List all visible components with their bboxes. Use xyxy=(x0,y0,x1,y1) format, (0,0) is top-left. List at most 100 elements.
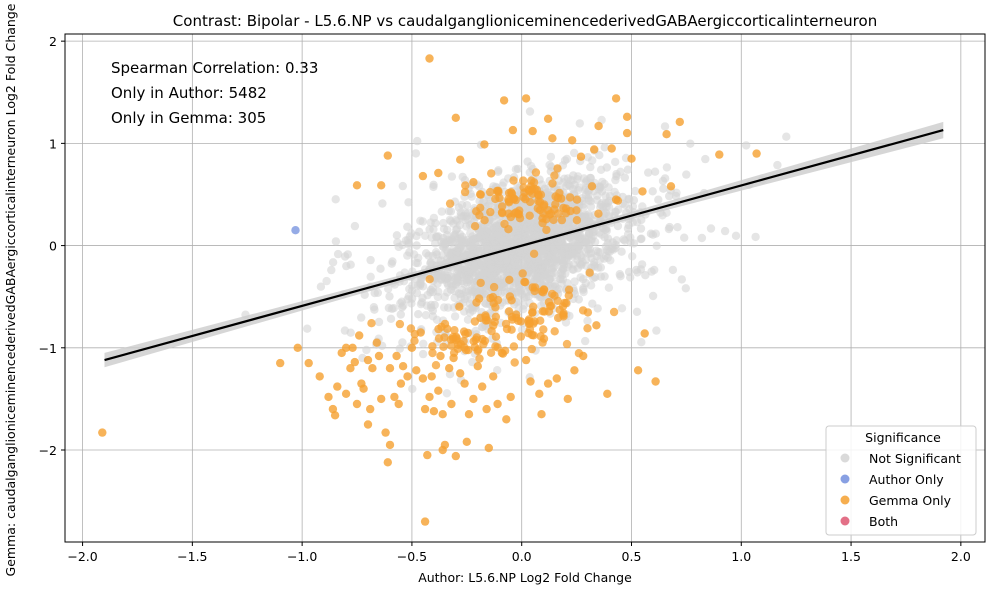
not-significant-point xyxy=(648,291,658,301)
gemma-only-point xyxy=(346,364,355,373)
not-significant-point xyxy=(447,238,456,247)
not-significant-point xyxy=(451,215,461,224)
gemma-only-point xyxy=(545,302,555,311)
not-significant-point xyxy=(652,326,661,335)
gemma-only-point xyxy=(491,194,500,204)
gemma-only-point xyxy=(587,182,597,191)
not-significant-point xyxy=(611,157,620,167)
gemma-only-point xyxy=(564,291,573,300)
gemma-only-point xyxy=(443,324,452,333)
x-tick-label: 1.0 xyxy=(731,549,751,564)
not-significant-point xyxy=(418,293,427,303)
not-significant-point xyxy=(454,289,464,298)
gemma-only-point xyxy=(504,195,513,204)
gemma-only-point xyxy=(515,214,525,223)
not-significant-point xyxy=(462,262,471,271)
gemma-only-point xyxy=(590,145,599,154)
not-significant-point xyxy=(575,119,584,128)
not-significant-point xyxy=(596,263,605,272)
gemma-only-point xyxy=(498,208,507,218)
gemma-only-point xyxy=(570,366,579,375)
not-significant-point xyxy=(512,254,522,263)
gemma-only-point xyxy=(348,343,357,352)
gemma-only-point xyxy=(485,187,495,197)
gemma-only-point xyxy=(324,392,333,402)
not-significant-point xyxy=(432,232,441,241)
not-significant-point xyxy=(596,200,606,209)
not-significant-point xyxy=(545,160,554,170)
not-significant-point xyxy=(701,154,710,164)
gemma-only-point xyxy=(447,399,456,409)
not-significant-point xyxy=(648,187,657,196)
not-significant-point xyxy=(342,261,351,271)
gemma-only-point xyxy=(425,275,434,284)
gemma-only-point xyxy=(276,358,285,368)
not-significant-point xyxy=(484,224,493,234)
gemma-only-point xyxy=(547,289,557,299)
not-significant-point xyxy=(529,223,538,232)
not-significant-point xyxy=(569,171,578,180)
not-significant-point xyxy=(454,203,464,212)
gemma-only-point xyxy=(574,349,584,358)
gemma-only-point xyxy=(392,351,401,361)
gemma-only-point xyxy=(350,357,359,367)
gemma-only-point xyxy=(633,366,643,375)
x-tick-label: 2.0 xyxy=(951,549,971,564)
legend-marker-author-only xyxy=(840,474,850,484)
y-tick-label: −2 xyxy=(39,443,57,458)
gemma-only-point xyxy=(530,283,540,292)
gemma-only-point xyxy=(572,195,582,204)
gemma-only-point xyxy=(611,94,621,103)
gemma-only-point xyxy=(473,362,482,371)
not-significant-point xyxy=(507,264,517,273)
not-significant-point xyxy=(720,226,730,236)
gemma-only-point xyxy=(546,209,556,218)
not-significant-point xyxy=(492,243,501,252)
not-significant-point xyxy=(566,234,575,243)
gemma-only-point xyxy=(572,216,582,225)
gemma-only-point xyxy=(425,392,434,402)
gemma-only-point xyxy=(535,389,544,398)
gemma-only-point xyxy=(486,207,495,217)
not-significant-point xyxy=(378,199,387,208)
not-significant-point xyxy=(440,292,449,302)
gemma-only-point xyxy=(475,190,485,199)
not-significant-point xyxy=(415,227,424,236)
gemma-only-point xyxy=(521,278,530,287)
gemma-only-point xyxy=(456,369,465,378)
gemma-only-point xyxy=(383,151,392,160)
gemma-only-point xyxy=(410,329,419,339)
gemma-only-point xyxy=(557,215,567,225)
not-significant-point xyxy=(421,249,431,258)
gemma-only-point xyxy=(420,404,430,414)
gemma-only-point xyxy=(553,313,563,323)
not-significant-point xyxy=(493,366,502,375)
y-tick-label: 0 xyxy=(49,239,57,254)
gemma-only-point xyxy=(436,351,445,361)
not-significant-point xyxy=(376,264,385,273)
gemma-only-point xyxy=(551,200,560,209)
not-significant-point xyxy=(600,143,609,152)
gemma-only-point xyxy=(463,328,473,338)
gemma-only-point xyxy=(355,331,364,340)
gemma-only-point xyxy=(469,394,478,404)
not-significant-point xyxy=(404,238,413,248)
not-significant-point xyxy=(486,263,495,273)
not-significant-point xyxy=(460,294,470,304)
gemma-only-point xyxy=(381,428,390,437)
gemma-only-point xyxy=(519,183,528,192)
not-significant-point xyxy=(394,242,403,252)
not-significant-point xyxy=(527,262,537,271)
gemma-only-point xyxy=(529,319,538,328)
gemma-only-point xyxy=(493,399,502,409)
legend-label-gemma-only: Gemma Only xyxy=(869,493,952,508)
not-significant-point xyxy=(551,254,560,264)
not-significant-point xyxy=(619,235,628,244)
not-significant-point xyxy=(606,256,615,265)
gemma-only-point xyxy=(423,450,432,460)
gemma-only-point xyxy=(447,341,456,350)
gemma-only-point xyxy=(502,324,512,334)
not-significant-point xyxy=(431,239,440,248)
not-significant-point xyxy=(513,220,523,230)
